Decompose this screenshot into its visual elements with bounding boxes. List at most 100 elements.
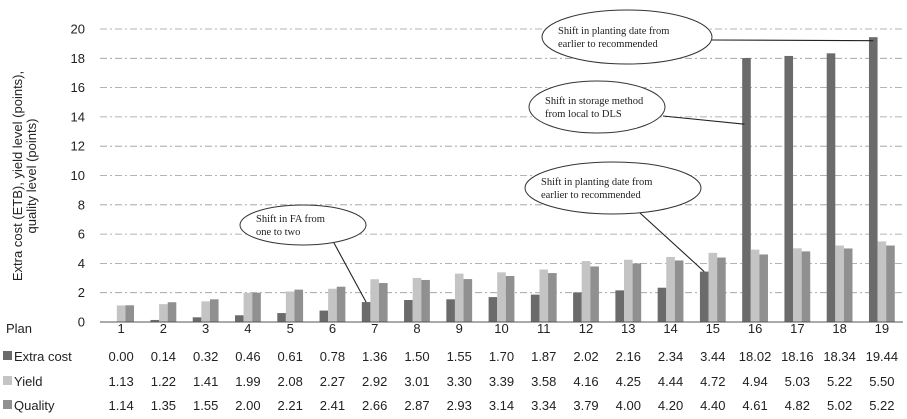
data-label: 2.02 (573, 349, 598, 364)
data-label: 1.35 (151, 398, 176, 413)
bar-extra-cost (361, 302, 371, 322)
data-label: 2.87 (404, 398, 429, 413)
annotation-callout: Shift in storage method from local to DLS (528, 80, 745, 134)
x-tick-label: 10 (494, 321, 508, 336)
bar-quality (632, 263, 642, 322)
x-tick-label: 16 (748, 321, 762, 336)
bar-quality (421, 279, 430, 322)
annotation-text: Shift in planting date from earlier to re… (541, 177, 652, 201)
data-label: 0.78 (320, 349, 345, 364)
data-label: 4.00 (616, 398, 641, 413)
bar-quality (125, 305, 135, 322)
data-label: 19.44 (866, 349, 899, 364)
bar-extra-cost (699, 271, 709, 322)
bar-quality (379, 283, 388, 322)
bar-yield (750, 249, 760, 322)
x-tick-label: 11 (537, 321, 551, 336)
bar-extra-cost (868, 37, 878, 322)
y-axis-label: Extra cost (ETB), yield level (points),q… (10, 71, 39, 281)
annotation-text: Shift in planting date from earlier to re… (558, 26, 669, 50)
bar-yield (835, 245, 844, 322)
annotation-text: Shift in FA from one to two (256, 214, 325, 238)
annotation-pointer (639, 212, 705, 273)
data-label: 0.00 (108, 349, 133, 364)
y-tick-label: 2 (78, 285, 85, 300)
x-tick-label: 3 (202, 321, 209, 336)
bar-quality (294, 289, 304, 322)
y-tick-label: 18 (71, 51, 85, 66)
bars (116, 37, 895, 323)
data-label: 0.32 (193, 349, 218, 364)
legend-label: Quality (14, 398, 55, 413)
data-label: 1.41 (193, 374, 218, 389)
bar-quality (548, 273, 557, 322)
data-label: 1.55 (193, 398, 218, 413)
bar-quality (717, 257, 726, 322)
data-label: 2.66 (362, 398, 387, 413)
data-label: 2.93 (447, 398, 472, 413)
y-tick-label: 20 (71, 22, 85, 37)
data-label: 2.16 (616, 349, 641, 364)
bar-extra-cost (657, 287, 667, 322)
annotation-pointer (710, 39, 874, 42)
annotation-callout: Shift in planting date from earlier to re… (524, 161, 705, 273)
data-label: 4.20 (658, 398, 683, 413)
legend-label: Extra cost (14, 349, 72, 364)
data-label: 5.02 (827, 398, 852, 413)
annotation-text-line: from local to DLS (545, 109, 622, 120)
bar-quality (209, 299, 219, 322)
data-label: 18.02 (739, 349, 772, 364)
data-label: 2.34 (658, 349, 683, 364)
gridlines (100, 28, 903, 294)
bar-extra-cost (573, 292, 582, 322)
bar-extra-cost (446, 299, 455, 322)
data-label: 5.22 (869, 398, 894, 413)
bar-extra-cost (235, 315, 244, 322)
data-label: 2.41 (320, 398, 345, 413)
data-label: 5.50 (869, 374, 894, 389)
legend-label: Yield (14, 374, 42, 389)
data-label: 3.44 (700, 349, 725, 364)
y-tick-label: 14 (71, 109, 85, 124)
annotation-text-line: Shift in FA from (256, 214, 325, 225)
data-label: 18.34 (823, 349, 856, 364)
x-tick-label: 19 (875, 321, 889, 336)
data-label: 1.22 (151, 374, 176, 389)
data-label: 2.21 (278, 398, 303, 413)
annotation-ellipse (528, 80, 666, 134)
data-label: 3.14 (489, 398, 514, 413)
y-tick-label: 4 (78, 256, 85, 271)
data-label: 18.16 (781, 349, 814, 364)
bar-yield (623, 259, 633, 322)
x-tick-label: 4 (244, 321, 251, 336)
annotation-callout: Shift in FA from one to two (239, 204, 367, 303)
bar-quality (336, 286, 346, 322)
bar-extra-cost (742, 58, 751, 323)
data-label: 5.22 (827, 374, 852, 389)
data-label: 4.61 (742, 398, 767, 413)
x-tick-label: 12 (579, 321, 593, 336)
data-label: 1.14 (108, 398, 133, 413)
bar-quality (843, 248, 853, 322)
y-tick-label: 12 (71, 139, 85, 154)
annotation-text: Shift in storage method from local to DLS (545, 96, 644, 120)
annotation-pointer (662, 115, 745, 125)
bar-yield (708, 252, 718, 322)
x-tick-label: 9 (456, 321, 463, 336)
annotation-ellipse (239, 204, 367, 246)
data-label: 1.13 (108, 374, 133, 389)
annotation-text-line: earlier to recommended (558, 39, 658, 50)
bar-quality (463, 279, 473, 322)
data-label: 0.14 (151, 349, 176, 364)
bar-quality (886, 245, 895, 322)
data-label: 3.01 (404, 374, 429, 389)
bar-extra-cost (615, 290, 624, 322)
x-tick-label: 15 (706, 321, 720, 336)
annotation-text-line: Shift in planting date from (541, 177, 652, 188)
data-label: 4.25 (616, 374, 641, 389)
annotation-text-line: Shift in storage method (545, 96, 644, 107)
bar-yield (412, 277, 422, 322)
data-label: 1.55 (447, 349, 472, 364)
bar-yield (285, 291, 295, 322)
